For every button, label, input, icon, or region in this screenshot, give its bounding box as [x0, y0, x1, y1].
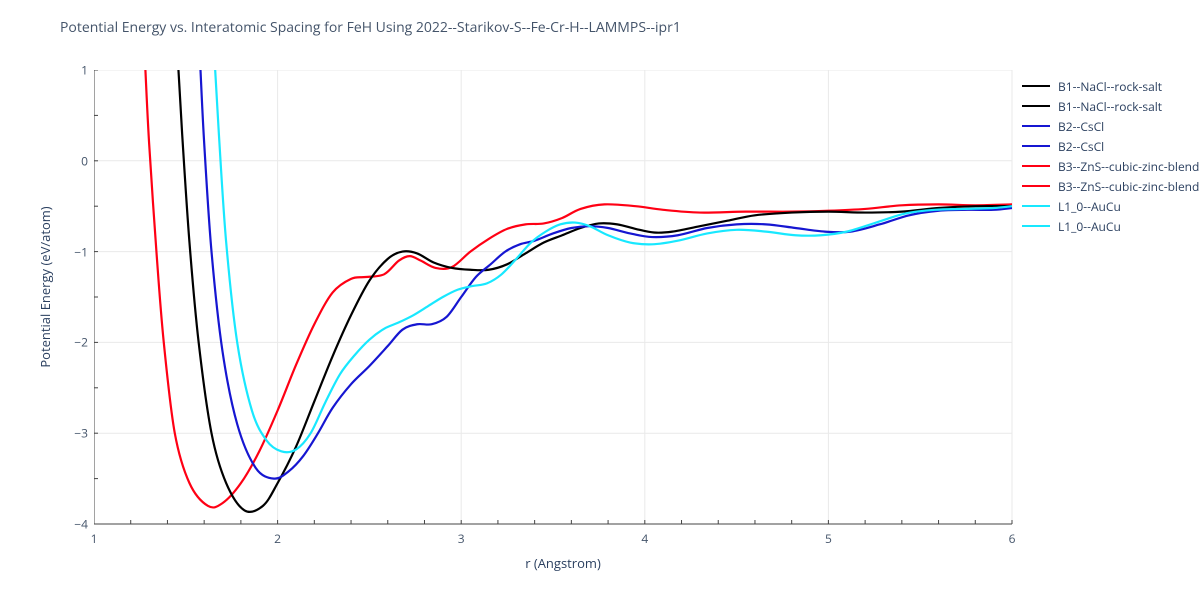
legend-item[interactable]: L1_0--AuCu [1022, 196, 1200, 216]
y-tick-label: −4 [62, 516, 88, 533]
legend-label: B1--NaCl--rock-salt [1058, 98, 1162, 115]
legend-item[interactable]: B2--CsCl [1022, 136, 1200, 156]
legend-label: B2--CsCl [1058, 138, 1104, 155]
legend-item[interactable]: B1--NaCl--rock-salt [1022, 76, 1200, 96]
legend-label: B1--NaCl--rock-salt [1058, 78, 1162, 95]
legend-item[interactable]: B1--NaCl--rock-salt [1022, 96, 1200, 116]
legend-label: L1_0--AuCu [1058, 198, 1121, 215]
legend-swatch [1022, 85, 1050, 87]
y-tick-label: −2 [62, 334, 88, 351]
x-tick-label: 2 [274, 530, 281, 547]
legend-item[interactable]: B2--CsCl [1022, 116, 1200, 136]
legend-swatch [1022, 125, 1050, 127]
x-axis-label: r (Angstrom) [503, 554, 623, 572]
series-B3--ZnS--cubic-zinc-blende[interactable] [145, 70, 1012, 507]
y-axis-label: Potential Energy (eV/atom) [36, 187, 54, 387]
legend-item[interactable]: B3--ZnS--cubic-zinc-blende [1022, 156, 1200, 176]
chart-root: { "title": "Potential Energy vs. Interat… [0, 0, 1200, 600]
series-B2--CsCl[interactable] [200, 70, 1012, 479]
x-tick-label: 3 [458, 530, 465, 547]
legend-label: B2--CsCl [1058, 118, 1104, 135]
series-B1--NaCl--rock-salt[interactable] [178, 70, 1012, 512]
legend-label: B3--ZnS--cubic-zinc-blende [1058, 158, 1200, 175]
x-tick-label: 4 [641, 530, 648, 547]
legend-swatch [1022, 105, 1050, 107]
y-tick-label: −3 [62, 425, 88, 442]
legend-label: B3--ZnS--cubic-zinc-blende [1058, 178, 1200, 195]
chart-title: Potential Energy vs. Interatomic Spacing… [60, 18, 681, 37]
legend-swatch [1022, 205, 1050, 207]
y-tick-label: −1 [62, 243, 88, 260]
x-tick-label: 5 [825, 530, 832, 547]
legend-item[interactable]: B3--ZnS--cubic-zinc-blende [1022, 176, 1200, 196]
x-tick-label: 6 [1009, 530, 1016, 547]
series-L1_0--AuCu[interactable] [215, 70, 1012, 452]
x-tick-label: 1 [91, 530, 98, 547]
legend-swatch [1022, 165, 1050, 167]
legend-swatch [1022, 225, 1050, 227]
legend: B1--NaCl--rock-salt B1--NaCl--rock-salt B2… [1022, 76, 1200, 236]
legend-label: L1_0--AuCu [1058, 218, 1121, 235]
chart-canvas [94, 70, 1072, 564]
legend-swatch [1022, 145, 1050, 147]
legend-item[interactable]: L1_0--AuCu [1022, 216, 1200, 236]
y-tick-label: 1 [62, 62, 88, 79]
legend-swatch [1022, 185, 1050, 187]
y-tick-label: 0 [62, 152, 88, 169]
